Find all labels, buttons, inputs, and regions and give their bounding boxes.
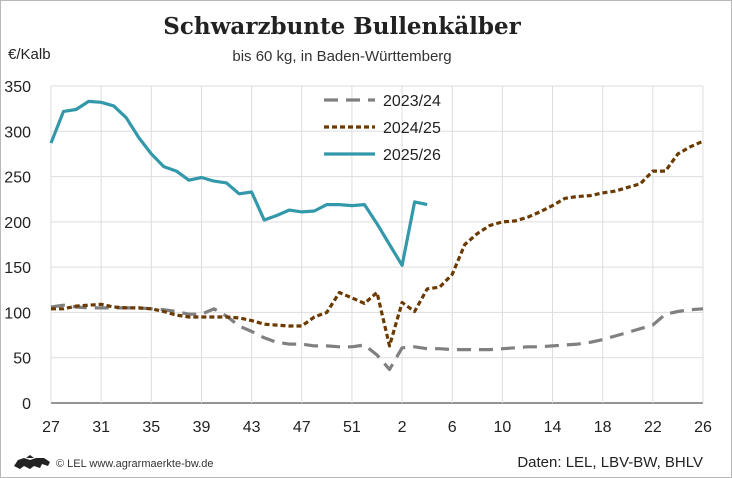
x-tick-label: 22 (644, 419, 662, 436)
x-tick-label: 14 (544, 419, 562, 436)
x-tick-label: 35 (142, 419, 160, 436)
y-tick-labels: 0 50 100 150 200 250 300 350 (4, 79, 31, 413)
legend: 2023/24 2024/25 2025/26 (324, 93, 441, 164)
data-point-2023-24-41 (563, 343, 567, 347)
y-tick-label: 50 (13, 351, 31, 368)
x-tick-label: 18 (594, 419, 612, 436)
x-tick-label: 47 (293, 419, 311, 436)
data-point-2023-24-15 (237, 324, 241, 328)
x-tick-label: 26 (694, 419, 712, 436)
footer-source-left: © LEL www.agrarmaerkte-bw.de (56, 458, 214, 470)
y-tick-label: 100 (4, 305, 31, 322)
legend-label-2023-24: 2023/24 (383, 93, 441, 110)
y-tick-label: 0 (22, 396, 31, 413)
x-tick-label: 10 (493, 419, 511, 436)
series-line-2024-25 (51, 139, 704, 348)
y-tick-label: 150 (4, 260, 31, 277)
series-line-2023-24 (50, 303, 704, 372)
y-axis-label: €/Kalb (8, 46, 51, 63)
footer-source-right: Daten: LEL, LBV-BW, BHLV (517, 454, 703, 471)
data-point-2023-24-25 (362, 343, 366, 347)
x-tick-label: 27 (42, 419, 60, 436)
y-tick-label: 300 (4, 124, 31, 141)
x-tick-label: 31 (92, 419, 110, 436)
x-tick-labels: 27 31 35 39 43 47 51 2 6 10 14 18 22 26 (42, 419, 712, 436)
data-point-2023-24-18 (275, 340, 279, 344)
y-tick-label: 200 (4, 215, 31, 232)
legend-label-2024-25: 2024/25 (383, 120, 441, 137)
x-tick-label: 6 (448, 419, 457, 436)
y-tick-label: 250 (4, 170, 31, 187)
lion-logo-icon (14, 455, 50, 469)
series-line-2025-26 (49, 99, 428, 267)
x-tick-label: 51 (343, 419, 361, 436)
legend-label-2025-26: 2025/26 (383, 147, 441, 164)
x-tick-label: 2 (398, 419, 407, 436)
data-point-2023-24-39 (538, 345, 542, 349)
data-point-2023-24-34 (475, 348, 479, 352)
chart-title: Schwarzbunte Bullenkälber (163, 13, 521, 40)
chart-subtitle: bis 60 kg, in Baden-Württemberg (232, 48, 451, 65)
data-point-2023-24-46 (626, 330, 630, 334)
x-tick-label: 39 (193, 419, 211, 436)
y-tick-label: 350 (4, 79, 31, 96)
series-lines (49, 99, 704, 372)
x-tick-label: 43 (243, 419, 261, 436)
